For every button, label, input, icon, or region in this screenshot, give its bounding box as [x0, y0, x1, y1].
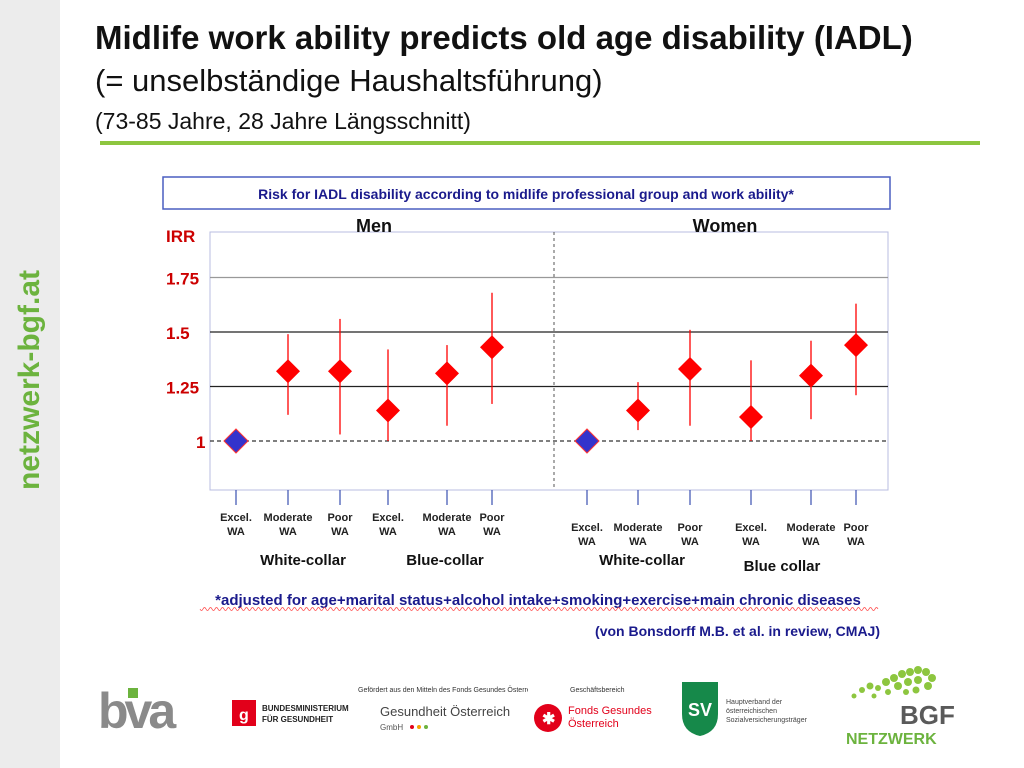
bva-logo-text: bva: [98, 683, 177, 739]
x-tick-label: WA: [742, 536, 760, 548]
data-marker: [678, 357, 702, 382]
fgoe-line1: Fonds Gesundes: [568, 705, 652, 717]
x-tick-label: WA: [227, 526, 245, 538]
goeg-name: Gesundheit Österreich: [380, 704, 510, 719]
data-marker: [435, 361, 459, 386]
goeg-sub: GmbH: [380, 723, 403, 732]
hv-line3: Sozialversicherungsträger: [726, 717, 808, 724]
data-marker: [799, 363, 823, 388]
y-tick-label: 1: [196, 433, 205, 452]
title-divider: [100, 141, 980, 145]
x-tick-label: WA: [279, 526, 297, 538]
bgf-brand: BGF: [900, 700, 955, 730]
x-tick-label: Excel.: [735, 522, 767, 534]
bmg-logo: g BUNDESMINISTERIUM FÜR GESUNDHEIT: [232, 696, 362, 730]
chart-title: Risk for IADL disability according to mi…: [258, 186, 794, 202]
x-tick-label: Moderate: [423, 512, 472, 524]
hv-line1: Hauptverband der: [726, 699, 783, 706]
fgoe-logo: Geschäftsbereich ✱ Fonds Gesundes Österr…: [530, 682, 660, 752]
bva-leaf-icon: [128, 688, 138, 698]
group-label: White-collar: [260, 552, 346, 569]
data-marker: [844, 333, 868, 358]
sidebar: netzwerk-bgf.at: [0, 0, 60, 768]
x-tick-label: WA: [629, 536, 647, 548]
hauptverband-logo: SV Hauptverband der österreichischen Soz…: [678, 678, 828, 738]
x-tick-label: Poor: [843, 522, 869, 534]
chart: Risk for IADL disability according to mi…: [162, 176, 891, 639]
x-tick-label: WA: [331, 526, 349, 538]
y-tick-label: 1.5: [166, 324, 190, 343]
goeg-caption: Gefördert aus den Mitteln des Fonds Gesu…: [358, 686, 528, 694]
y-axis-label: IRR: [166, 227, 195, 246]
x-tick-label: WA: [438, 526, 456, 538]
sv-mark: SV: [688, 700, 712, 720]
panel-title: Women: [693, 216, 758, 236]
bmg-logo-line1: BUNDESMINISTERIUM: [262, 704, 349, 713]
x-tick-label: Moderate: [264, 512, 313, 524]
x-tick-label: Poor: [479, 512, 505, 524]
data-marker: [328, 359, 352, 384]
x-tick-label: WA: [802, 536, 820, 548]
data-marker: [739, 405, 763, 430]
fgoe-line2: Österreich: [568, 718, 619, 730]
svg-text:✱: ✱: [542, 711, 555, 728]
group-label: Blue-collar: [406, 552, 484, 569]
bva-logo: bva: [98, 680, 208, 740]
x-tick-label: Moderate: [787, 522, 836, 534]
bgf-sub: NETZWERK: [846, 731, 937, 748]
data-marker: [276, 359, 300, 384]
logo-strip: bva g BUNDESMINISTERIUM FÜR GESUNDHEIT G…: [60, 660, 1024, 768]
svg-text:g: g: [239, 707, 249, 724]
x-tick-label: Excel.: [571, 522, 603, 534]
page-subtitle: (= unselbständige Haushaltsführung): [95, 63, 603, 98]
x-tick-label: WA: [681, 536, 699, 548]
x-tick-label: WA: [483, 526, 501, 538]
y-tick-label: 1.75: [166, 270, 199, 289]
y-tick-label: 1.25: [166, 379, 199, 398]
x-tick-label: Poor: [327, 512, 353, 524]
hv-line2: österreichischen: [726, 708, 777, 715]
chart-title-box: [162, 176, 891, 210]
data-marker: [626, 398, 650, 423]
data-marker: [376, 398, 400, 423]
reference-marker: [574, 428, 600, 454]
spellcheck-underline: [199, 607, 879, 611]
x-tick-label: WA: [379, 526, 397, 538]
data-marker: [480, 335, 504, 360]
plot-area: [209, 231, 889, 491]
page-subtitle-secondary: (73-85 Jahre, 28 Jahre Längsschnitt): [95, 108, 471, 134]
x-tick-label: WA: [578, 536, 596, 548]
x-tick-label: Moderate: [614, 522, 663, 534]
fgoe-runner-icon: [534, 704, 562, 732]
reference-marker: [223, 428, 249, 454]
sv-shield-icon: [682, 682, 718, 736]
bgf-austria-dots-icon: [851, 666, 936, 699]
page-title: Midlife work ability predicts old age di…: [95, 19, 913, 56]
bgf-netzwerk-logo: BGF NETZWERK: [842, 660, 972, 750]
x-tick-label: WA: [847, 536, 865, 548]
fgoe-caption: Geschäftsbereich: [570, 687, 625, 694]
footnote: *adjusted for age+marital status+alcohol…: [215, 592, 861, 609]
x-tick-label: Excel.: [372, 512, 404, 524]
bmg-logo-line2: FÜR GESUNDHEIT: [262, 715, 333, 724]
panel-title: Men: [356, 216, 392, 236]
group-label: Blue collar: [744, 558, 821, 575]
citation: (von Bonsdorff M.B. et al. in review, CM…: [595, 623, 880, 639]
x-tick-label: Excel.: [220, 512, 252, 524]
group-label: White-collar: [599, 552, 685, 569]
bmg-flag-icon: [232, 700, 256, 726]
x-tick-label: Poor: [677, 522, 703, 534]
goeg-logo: Gefördert aus den Mitteln des Fonds Gesu…: [358, 682, 540, 752]
